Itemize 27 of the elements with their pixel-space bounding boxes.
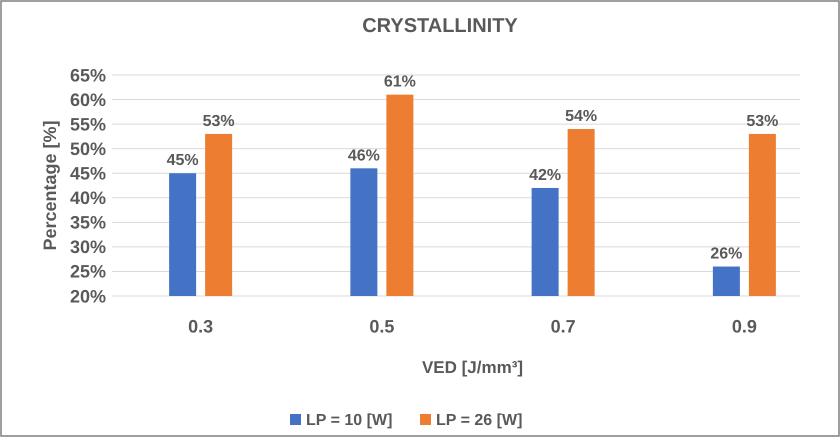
- data-label: 53%: [746, 112, 778, 130]
- data-label: 46%: [348, 147, 380, 164]
- x-tick-label: 0.7: [550, 316, 576, 336]
- y-tick-label: 60%: [70, 90, 106, 110]
- y-axis-title: Percentage [%]: [40, 120, 60, 251]
- legend-label: LP = 10 [W]: [306, 412, 392, 429]
- x-tick-label: 0.9: [732, 316, 757, 336]
- x-axis-title: VED [J/mm³]: [422, 358, 524, 377]
- y-tick-label: 50%: [70, 138, 106, 159]
- y-tick-label: 45%: [70, 164, 106, 184]
- x-tick-label: 0.3: [188, 316, 214, 336]
- y-tick-label: 40%: [70, 188, 106, 208]
- y-tick-label: 65%: [70, 65, 106, 86]
- y-tick-label: 20%: [70, 286, 106, 306]
- y-tick-label: 25%: [70, 262, 106, 282]
- data-label: 42%: [529, 166, 562, 184]
- y-tick-label: 55%: [70, 114, 106, 134]
- data-label: 54%: [565, 108, 598, 126]
- chart-title: CRYSTALLINITY: [362, 15, 518, 37]
- data-label: 53%: [202, 112, 235, 130]
- data-label: 45%: [166, 152, 199, 170]
- x-tick-label: 0.5: [369, 316, 394, 336]
- y-tick-label: 35%: [70, 212, 106, 233]
- y-tick-label: 30%: [70, 237, 106, 258]
- legend-label: LP = 26 [W]: [436, 412, 522, 429]
- data-label: 26%: [710, 246, 742, 263]
- data-label: 61%: [384, 74, 416, 91]
